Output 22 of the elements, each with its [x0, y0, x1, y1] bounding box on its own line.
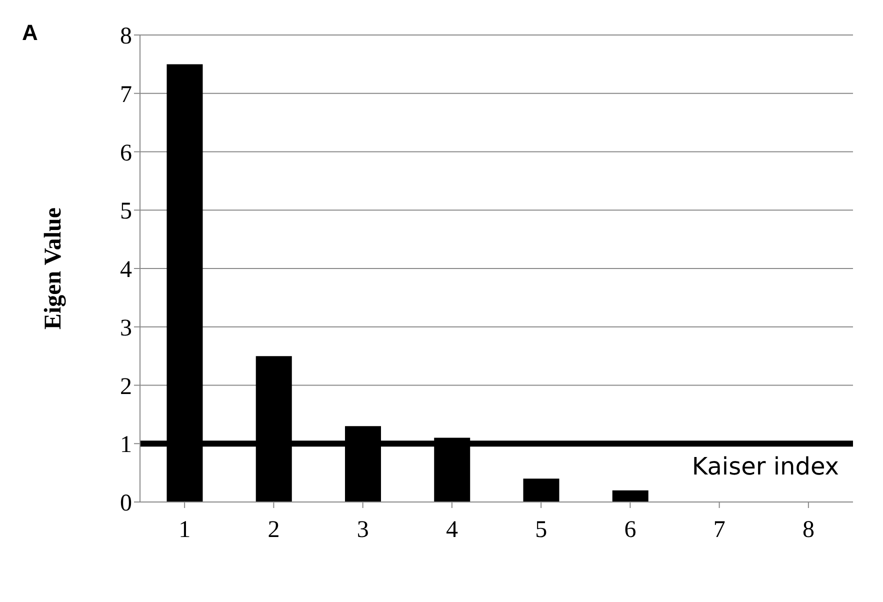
y-tick-label: 8 — [120, 24, 132, 50]
x-tick-label: 2 — [268, 517, 280, 544]
x-tick-label: 6 — [624, 517, 636, 544]
y-tick-label: 1 — [120, 432, 132, 458]
x-tick-label: 1 — [178, 517, 191, 544]
x-tick-label: 5 — [535, 517, 548, 544]
x-tick-label: 7 — [713, 517, 726, 544]
bar — [523, 478, 560, 502]
y-axis-title: Eigen Value — [40, 207, 67, 330]
y-tick-label: 4 — [120, 257, 132, 284]
x-tick-label: 4 — [446, 517, 458, 544]
y-tick-label: 6 — [120, 140, 132, 166]
y-tick-label: 3 — [120, 315, 132, 342]
x-tick-label: 3 — [356, 517, 369, 544]
chart-title: A — [22, 20, 38, 46]
bar — [612, 490, 648, 502]
y-tick-label: 7 — [120, 82, 132, 108]
y-tick-label: 0 — [120, 490, 132, 517]
y-tick-label: 5 — [120, 198, 132, 225]
x-tick-label: 8 — [802, 517, 814, 544]
ref-line-label: Kaiser index — [692, 452, 839, 481]
y-tick-label: 2 — [120, 374, 132, 400]
